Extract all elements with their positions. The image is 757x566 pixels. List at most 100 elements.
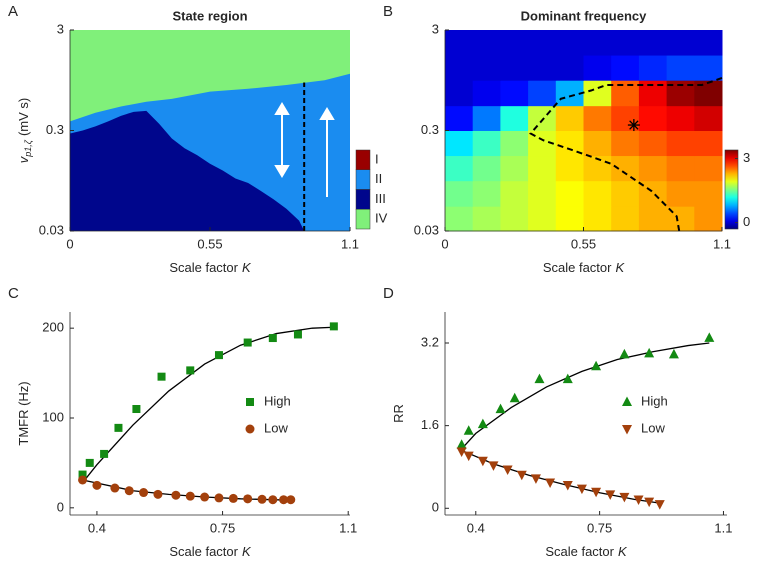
marker <box>534 373 545 384</box>
heat-cell <box>638 206 668 232</box>
marker <box>243 494 253 504</box>
x-tick-label: 1.1 <box>341 236 359 251</box>
marker <box>477 456 488 467</box>
heat-cell <box>611 55 640 81</box>
y-axis-label: vp1,ζ (mV s) <box>16 98 33 163</box>
y-axis-label: RR <box>391 404 406 423</box>
marker <box>200 492 210 502</box>
heat-cell <box>445 206 474 232</box>
x-axis-label-var: K <box>615 260 625 275</box>
marker <box>110 483 120 493</box>
x-axis-label-var: K <box>242 544 252 559</box>
fit-line <box>461 449 660 504</box>
y-tick-label: 1.6 <box>421 417 439 432</box>
heat-cell <box>472 206 501 232</box>
heat-cell <box>500 105 529 131</box>
heat-cell <box>445 105 474 131</box>
marker <box>214 351 223 360</box>
marker <box>268 334 277 343</box>
y-tick-label: 0.3 <box>421 122 439 137</box>
heat-cell <box>583 206 612 232</box>
legend-swatch <box>355 189 371 210</box>
heat-cell <box>472 155 501 182</box>
marker <box>139 488 149 498</box>
marker <box>502 465 513 476</box>
heat-cell <box>500 80 529 107</box>
marker <box>214 493 224 503</box>
x-axis-label-text: Scale factor <box>169 544 238 559</box>
marker <box>704 332 715 342</box>
star-marker <box>627 119 640 132</box>
heat-cell <box>694 206 723 232</box>
heat-cell <box>472 180 501 207</box>
legend-label: I <box>375 151 379 166</box>
heat-cell <box>666 180 695 207</box>
heat-cell <box>638 105 668 131</box>
x-tick-label: 0.4 <box>467 520 485 535</box>
marker <box>78 470 87 479</box>
heat-cell <box>583 55 612 81</box>
heat-cell <box>500 55 529 81</box>
marker <box>530 474 541 484</box>
legend-label: Low <box>641 420 665 435</box>
marker <box>456 439 467 449</box>
heat-cell <box>666 130 695 157</box>
heat-cell <box>638 130 668 157</box>
legend-label: IV <box>375 211 388 226</box>
heat-cell <box>638 55 668 81</box>
heat-cell <box>666 55 695 81</box>
heat-cell <box>445 80 474 107</box>
contour <box>529 77 723 232</box>
heat-cell <box>500 30 529 56</box>
marker <box>78 475 88 485</box>
marker <box>286 495 296 505</box>
marker <box>562 481 573 491</box>
marker <box>157 372 166 381</box>
legend-marker <box>245 424 255 434</box>
x-tick-label: 1.1 <box>714 520 732 535</box>
panel-letter: D <box>383 285 394 302</box>
heat-cell <box>694 30 723 56</box>
marker <box>668 348 679 359</box>
heat-cell <box>472 105 501 131</box>
marker <box>644 347 655 358</box>
y-axis-label-text: v <box>16 155 31 163</box>
legend-swatch <box>355 149 371 170</box>
heat-cell <box>528 180 557 207</box>
marker <box>477 418 488 429</box>
fit-line <box>82 326 334 484</box>
y-axis-label-text: RR <box>391 404 406 423</box>
marker <box>92 480 102 490</box>
marker <box>100 449 109 458</box>
marker <box>171 490 181 500</box>
heat-cell <box>666 155 695 182</box>
legend-marker <box>622 396 632 406</box>
y-tick-label: 100 <box>42 409 64 424</box>
x-tick-label: 0 <box>66 236 73 251</box>
marker <box>243 338 252 347</box>
x-tick-label: 0.75 <box>587 520 612 535</box>
heat-cell <box>445 55 474 81</box>
marker <box>228 493 238 503</box>
x-tick-label: 1.1 <box>713 236 731 251</box>
y-axis-label-text: TMFR (Hz) <box>16 381 31 445</box>
heat-cell <box>500 130 529 157</box>
heat-cell <box>472 55 501 81</box>
marker <box>279 495 289 505</box>
legend-swatch <box>355 209 371 230</box>
heat-cell <box>500 206 529 232</box>
marker <box>153 489 163 499</box>
heat-cell <box>555 180 584 207</box>
marker <box>488 461 499 471</box>
marker <box>186 366 195 375</box>
arrows <box>274 102 335 197</box>
x-axis-label: Scale factor K <box>169 260 252 275</box>
legend-marker <box>622 425 632 435</box>
marker <box>185 491 195 501</box>
marker <box>562 373 573 384</box>
x-tick-label: 0.4 <box>88 520 106 535</box>
heat-cell <box>694 180 723 207</box>
panel-letter: B <box>383 3 393 20</box>
marker <box>268 495 278 505</box>
legend-label: III <box>375 191 386 206</box>
